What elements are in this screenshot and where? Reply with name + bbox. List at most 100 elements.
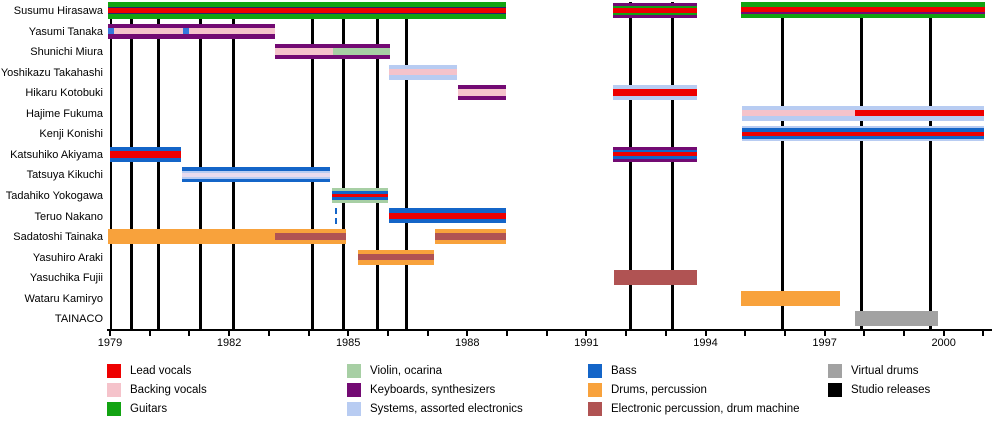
role-stripe-guitars bbox=[741, 2, 985, 7]
legend-label: Backing vocals bbox=[130, 384, 207, 396]
studio-release-line bbox=[376, 2, 380, 330]
role-stripe-drums bbox=[358, 249, 434, 254]
role-stripe-keyboards bbox=[458, 85, 507, 90]
timeline-bar bbox=[108, 229, 276, 245]
axis-year-label: 1985 bbox=[335, 337, 361, 349]
studio-release-line bbox=[860, 2, 864, 330]
role-stripe-systems bbox=[742, 139, 985, 142]
timeline-bar bbox=[612, 2, 698, 18]
timeline-bar bbox=[358, 249, 434, 265]
role-stripe-guitars bbox=[108, 14, 507, 19]
role-stripe-bass bbox=[389, 219, 507, 224]
axis-tick bbox=[466, 331, 469, 336]
legend-swatch-drums bbox=[588, 383, 602, 397]
member-label: Shunichi Miura bbox=[30, 46, 103, 59]
role-stripe-keyboards bbox=[458, 95, 507, 101]
role-stripe-violin bbox=[331, 200, 388, 203]
axis-tick bbox=[148, 331, 151, 336]
role-stripe-violin bbox=[331, 187, 388, 191]
studio-release-line bbox=[231, 2, 235, 330]
role-stripe-epercussion bbox=[275, 233, 346, 240]
role-stripe-keyboards bbox=[333, 44, 390, 49]
studio-release-line bbox=[629, 2, 633, 330]
role-stripe-separator bbox=[108, 13, 507, 15]
role-stripe-lead bbox=[855, 110, 985, 117]
timeline-bar bbox=[855, 311, 939, 327]
member-label: Teruo Nakano bbox=[34, 210, 104, 223]
axis-tick bbox=[903, 331, 905, 336]
axis-tick bbox=[228, 331, 231, 336]
timeline-bar bbox=[275, 229, 346, 244]
timeline-bar bbox=[389, 64, 457, 80]
axis-year-label: 1979 bbox=[97, 337, 123, 349]
member-label: TAINACO bbox=[54, 313, 103, 326]
axis-tick bbox=[823, 331, 826, 336]
legend-label: Electronic percussion, drum machine bbox=[611, 403, 800, 415]
axis-tick bbox=[863, 331, 866, 336]
member-label: Yasuchika Fujii bbox=[29, 272, 103, 285]
role-stripe-systems bbox=[181, 171, 330, 173]
legend-swatch-epercussion bbox=[588, 402, 602, 416]
role-stripe-lead bbox=[612, 8, 698, 13]
timeline-bar bbox=[275, 44, 334, 60]
member-label: Yoshikazu Takahashi bbox=[0, 66, 103, 79]
legend-swatch-vdrums bbox=[828, 364, 842, 378]
marker-square bbox=[182, 28, 189, 35]
role-stripe-lead bbox=[742, 131, 985, 136]
timeline-bar bbox=[110, 146, 182, 162]
role-stripe-systems bbox=[612, 95, 698, 101]
role-stripe-bass bbox=[181, 178, 330, 183]
axis-tick bbox=[188, 331, 191, 336]
timeline-bar bbox=[612, 85, 698, 101]
role-stripe-systems bbox=[389, 64, 457, 69]
timeline-bar bbox=[108, 23, 276, 39]
legend-label: Virtual drums bbox=[851, 365, 919, 377]
axis-year-label: 1997 bbox=[812, 337, 837, 349]
role-stripe-bass bbox=[110, 157, 182, 162]
role-stripe-systems bbox=[612, 85, 698, 90]
member-label: Yasuhiro Araki bbox=[32, 251, 103, 264]
role-stripe-systems bbox=[742, 105, 856, 110]
role-stripe-keyboards bbox=[333, 54, 390, 60]
role-stripe-backing bbox=[389, 68, 457, 76]
role-stripe-keyboards bbox=[275, 54, 334, 60]
axis-tick bbox=[506, 331, 508, 336]
role-stripe-guitars bbox=[108, 1, 507, 7]
role-stripe-systems bbox=[855, 105, 985, 110]
legend-label: Drums, percussion bbox=[611, 384, 707, 396]
axis-tick bbox=[426, 331, 429, 336]
role-stripe-keyboards bbox=[275, 44, 334, 49]
role-stripe-backing bbox=[458, 89, 507, 96]
role-stripe-guitars bbox=[612, 12, 698, 15]
member-label: Tadahiko Yokogawa bbox=[5, 189, 103, 202]
role-stripe-systems bbox=[742, 126, 985, 129]
timeline-bar bbox=[458, 85, 507, 101]
timeline-bar bbox=[435, 229, 507, 244]
legend-swatch-lead bbox=[107, 364, 121, 378]
role-stripe-keyboards bbox=[612, 14, 698, 18]
member-label: Wataru Kamiryo bbox=[24, 292, 103, 305]
role-stripe-drums bbox=[435, 229, 507, 234]
role-stripe-lead bbox=[331, 193, 388, 198]
role-stripe-drums bbox=[275, 229, 346, 234]
role-stripe-keyboards bbox=[612, 146, 698, 150]
timeline-bar bbox=[613, 270, 698, 286]
axis-tick bbox=[585, 331, 588, 336]
role-stripe-lead bbox=[741, 6, 985, 13]
role-stripe-drums bbox=[435, 239, 507, 244]
role-stripe-systems bbox=[181, 176, 330, 179]
member-label: Susumu Hirasawa bbox=[13, 5, 103, 17]
role-stripe-backing bbox=[275, 48, 334, 55]
axis-year-label: 1982 bbox=[216, 337, 242, 349]
axis-tick bbox=[386, 331, 389, 336]
role-stripe-drums bbox=[741, 290, 841, 306]
axis-tick bbox=[267, 331, 270, 336]
role-stripe-keyboards bbox=[612, 2, 698, 7]
role-stripe-lead bbox=[389, 212, 507, 220]
role-stripe-lead bbox=[108, 7, 507, 14]
axis-tick bbox=[307, 331, 310, 336]
legend-label: Bass bbox=[611, 365, 637, 377]
role-stripe-drums bbox=[275, 239, 346, 244]
role-stripe-keyboards bbox=[612, 159, 698, 162]
